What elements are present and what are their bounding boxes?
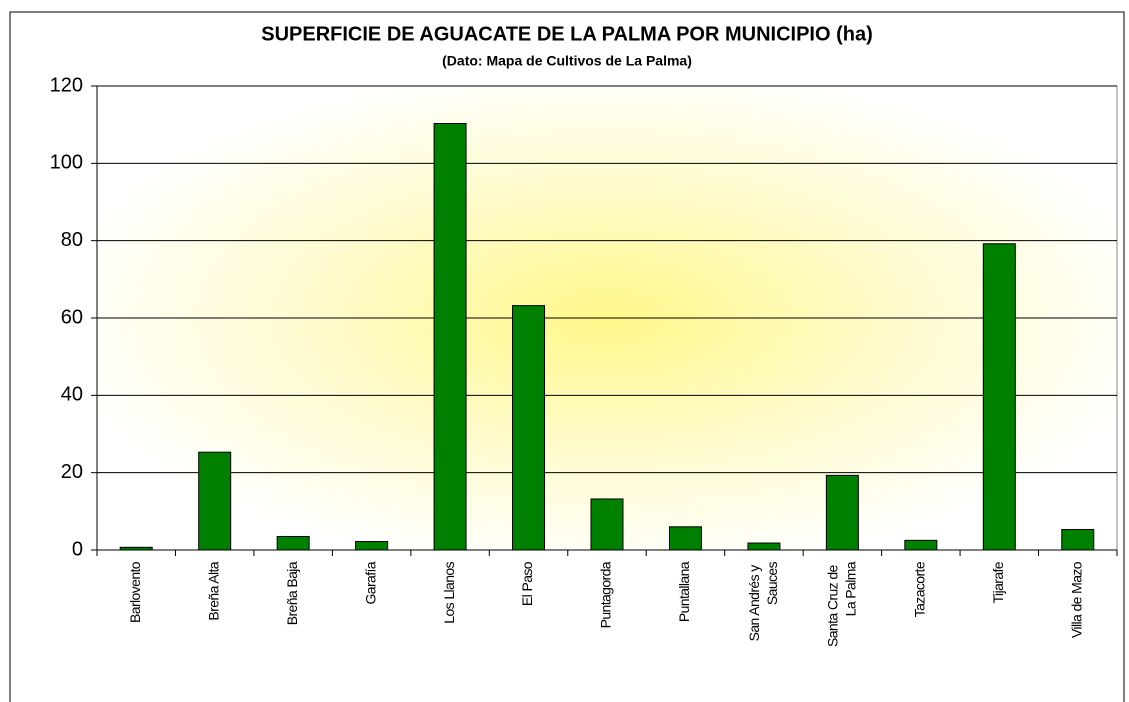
y-tick-label: 0	[72, 538, 83, 560]
bar	[512, 305, 546, 551]
y-tick-label: 60	[61, 306, 83, 328]
bar	[904, 539, 938, 551]
bar	[355, 540, 389, 551]
y-tick-label: 40	[61, 384, 83, 406]
bar	[1061, 529, 1095, 551]
y-tick-label: 20	[61, 461, 83, 483]
bar	[668, 526, 702, 551]
chart-title: SUPERFICIE DE AGUACATE DE LA PALMA POR M…	[261, 23, 873, 45]
bar	[747, 542, 781, 551]
x-tick-label: Villa de Mazo	[1068, 561, 1084, 638]
x-tick-label: Santa Cruz de La Palma	[824, 561, 858, 647]
bar	[590, 498, 624, 551]
x-tick-label: Breña Alta	[205, 561, 221, 620]
x-tick-label: Tazacorte	[912, 561, 928, 617]
chart-subtitle: (Dato: Mapa de Cultivos de La Palma)	[442, 53, 692, 69]
x-tick-label: Puntallana	[676, 561, 692, 622]
x-tick-label: El Paso	[519, 561, 535, 606]
x-tick-label: Tijarafe	[990, 561, 1006, 603]
bar	[433, 123, 467, 551]
x-tick-label: Barlovento	[127, 561, 143, 623]
x-tick-label: Breña Baja	[284, 561, 300, 625]
y-tick-label: 80	[61, 229, 83, 251]
x-tick-label: Garafía	[362, 561, 378, 604]
y-tick-label: 100	[50, 152, 83, 174]
x-tick-label: Los Llanos	[441, 561, 457, 623]
bar	[982, 243, 1016, 551]
y-tick-label: 120	[50, 74, 83, 96]
bar	[119, 546, 153, 551]
bar	[276, 535, 310, 551]
x-tick-label: San Andrés y Sauces	[746, 561, 780, 641]
bar	[825, 474, 859, 551]
bar	[198, 451, 232, 551]
x-tick-label: Puntagorda	[598, 561, 614, 628]
